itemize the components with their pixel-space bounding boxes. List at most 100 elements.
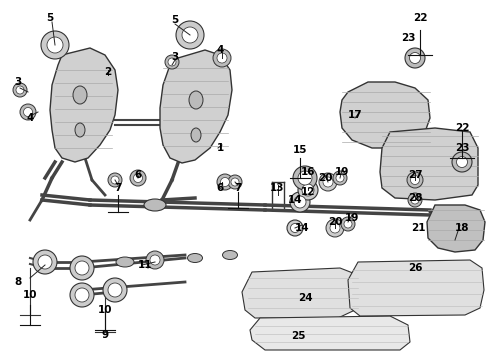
Ellipse shape bbox=[108, 173, 122, 187]
Ellipse shape bbox=[336, 174, 344, 182]
Ellipse shape bbox=[41, 31, 69, 59]
Text: 22: 22 bbox=[413, 13, 427, 23]
Text: 21: 21 bbox=[411, 223, 425, 233]
Ellipse shape bbox=[165, 55, 179, 69]
Text: 12: 12 bbox=[301, 187, 315, 197]
Ellipse shape bbox=[333, 171, 347, 185]
Ellipse shape bbox=[13, 83, 27, 97]
Ellipse shape bbox=[228, 175, 242, 189]
Ellipse shape bbox=[108, 283, 122, 297]
Ellipse shape bbox=[341, 217, 355, 231]
Text: 9: 9 bbox=[101, 330, 109, 340]
Ellipse shape bbox=[291, 224, 299, 233]
Ellipse shape bbox=[47, 37, 63, 53]
Ellipse shape bbox=[407, 172, 423, 188]
Polygon shape bbox=[427, 205, 485, 252]
Ellipse shape bbox=[70, 283, 94, 307]
Ellipse shape bbox=[293, 166, 317, 190]
Ellipse shape bbox=[168, 58, 176, 66]
Ellipse shape bbox=[176, 21, 204, 49]
Text: 22: 22 bbox=[455, 123, 469, 133]
Ellipse shape bbox=[16, 86, 24, 94]
Text: 8: 8 bbox=[14, 277, 22, 287]
Polygon shape bbox=[242, 268, 360, 318]
Ellipse shape bbox=[217, 174, 233, 190]
Ellipse shape bbox=[189, 91, 203, 109]
Ellipse shape bbox=[144, 199, 166, 211]
Ellipse shape bbox=[411, 196, 419, 204]
Ellipse shape bbox=[405, 48, 425, 68]
Text: 15: 15 bbox=[293, 145, 307, 155]
Ellipse shape bbox=[302, 184, 314, 196]
Ellipse shape bbox=[38, 255, 52, 269]
Polygon shape bbox=[348, 260, 484, 316]
Ellipse shape bbox=[222, 251, 238, 260]
Text: 13: 13 bbox=[270, 183, 284, 193]
Ellipse shape bbox=[133, 174, 143, 183]
Text: 26: 26 bbox=[408, 263, 422, 273]
Text: 5: 5 bbox=[172, 15, 179, 25]
Text: 27: 27 bbox=[408, 170, 422, 180]
Ellipse shape bbox=[130, 170, 146, 186]
Ellipse shape bbox=[20, 104, 36, 120]
Text: 7: 7 bbox=[234, 183, 242, 193]
Polygon shape bbox=[250, 316, 410, 350]
Text: 10: 10 bbox=[23, 290, 37, 300]
Text: 20: 20 bbox=[318, 173, 332, 183]
Ellipse shape bbox=[319, 173, 337, 191]
Text: 3: 3 bbox=[14, 77, 22, 87]
Text: 10: 10 bbox=[98, 305, 112, 315]
Ellipse shape bbox=[146, 251, 164, 269]
Text: 17: 17 bbox=[348, 110, 362, 120]
Ellipse shape bbox=[323, 177, 333, 187]
Ellipse shape bbox=[75, 288, 89, 302]
Ellipse shape bbox=[103, 278, 127, 302]
Ellipse shape bbox=[294, 196, 306, 208]
Text: 20: 20 bbox=[328, 217, 342, 227]
Ellipse shape bbox=[330, 223, 340, 233]
Ellipse shape bbox=[33, 250, 57, 274]
Text: 14: 14 bbox=[288, 195, 302, 205]
Ellipse shape bbox=[298, 180, 318, 200]
Ellipse shape bbox=[298, 171, 312, 185]
Text: 4: 4 bbox=[26, 113, 34, 123]
Text: 2: 2 bbox=[104, 67, 112, 77]
Text: 6: 6 bbox=[217, 183, 223, 193]
Ellipse shape bbox=[182, 27, 198, 43]
Text: 16: 16 bbox=[301, 167, 315, 177]
Ellipse shape bbox=[116, 257, 134, 267]
Ellipse shape bbox=[217, 53, 227, 63]
Ellipse shape bbox=[70, 256, 94, 280]
Text: 23: 23 bbox=[455, 143, 469, 153]
Ellipse shape bbox=[191, 128, 201, 142]
Ellipse shape bbox=[213, 49, 231, 67]
Ellipse shape bbox=[452, 152, 472, 172]
Text: 19: 19 bbox=[345, 213, 359, 223]
Ellipse shape bbox=[75, 123, 85, 137]
Polygon shape bbox=[340, 82, 430, 148]
Ellipse shape bbox=[411, 175, 419, 184]
Ellipse shape bbox=[220, 177, 229, 186]
Ellipse shape bbox=[231, 178, 239, 186]
Text: 24: 24 bbox=[298, 293, 312, 303]
Text: 11: 11 bbox=[138, 260, 152, 270]
Text: 5: 5 bbox=[47, 13, 53, 23]
Ellipse shape bbox=[408, 193, 422, 207]
Text: 28: 28 bbox=[408, 193, 422, 203]
Ellipse shape bbox=[150, 255, 160, 265]
Ellipse shape bbox=[188, 253, 202, 262]
Text: 1: 1 bbox=[217, 143, 223, 153]
Text: 6: 6 bbox=[134, 170, 142, 180]
Polygon shape bbox=[160, 50, 232, 163]
Ellipse shape bbox=[287, 220, 303, 236]
Polygon shape bbox=[380, 128, 478, 200]
Ellipse shape bbox=[24, 108, 32, 117]
Text: 23: 23 bbox=[401, 33, 415, 43]
Ellipse shape bbox=[457, 157, 467, 167]
Ellipse shape bbox=[326, 219, 344, 237]
Text: 25: 25 bbox=[291, 331, 305, 341]
Ellipse shape bbox=[111, 176, 119, 184]
Text: 14: 14 bbox=[294, 223, 309, 233]
Text: 18: 18 bbox=[455, 223, 469, 233]
Text: 3: 3 bbox=[172, 52, 179, 62]
